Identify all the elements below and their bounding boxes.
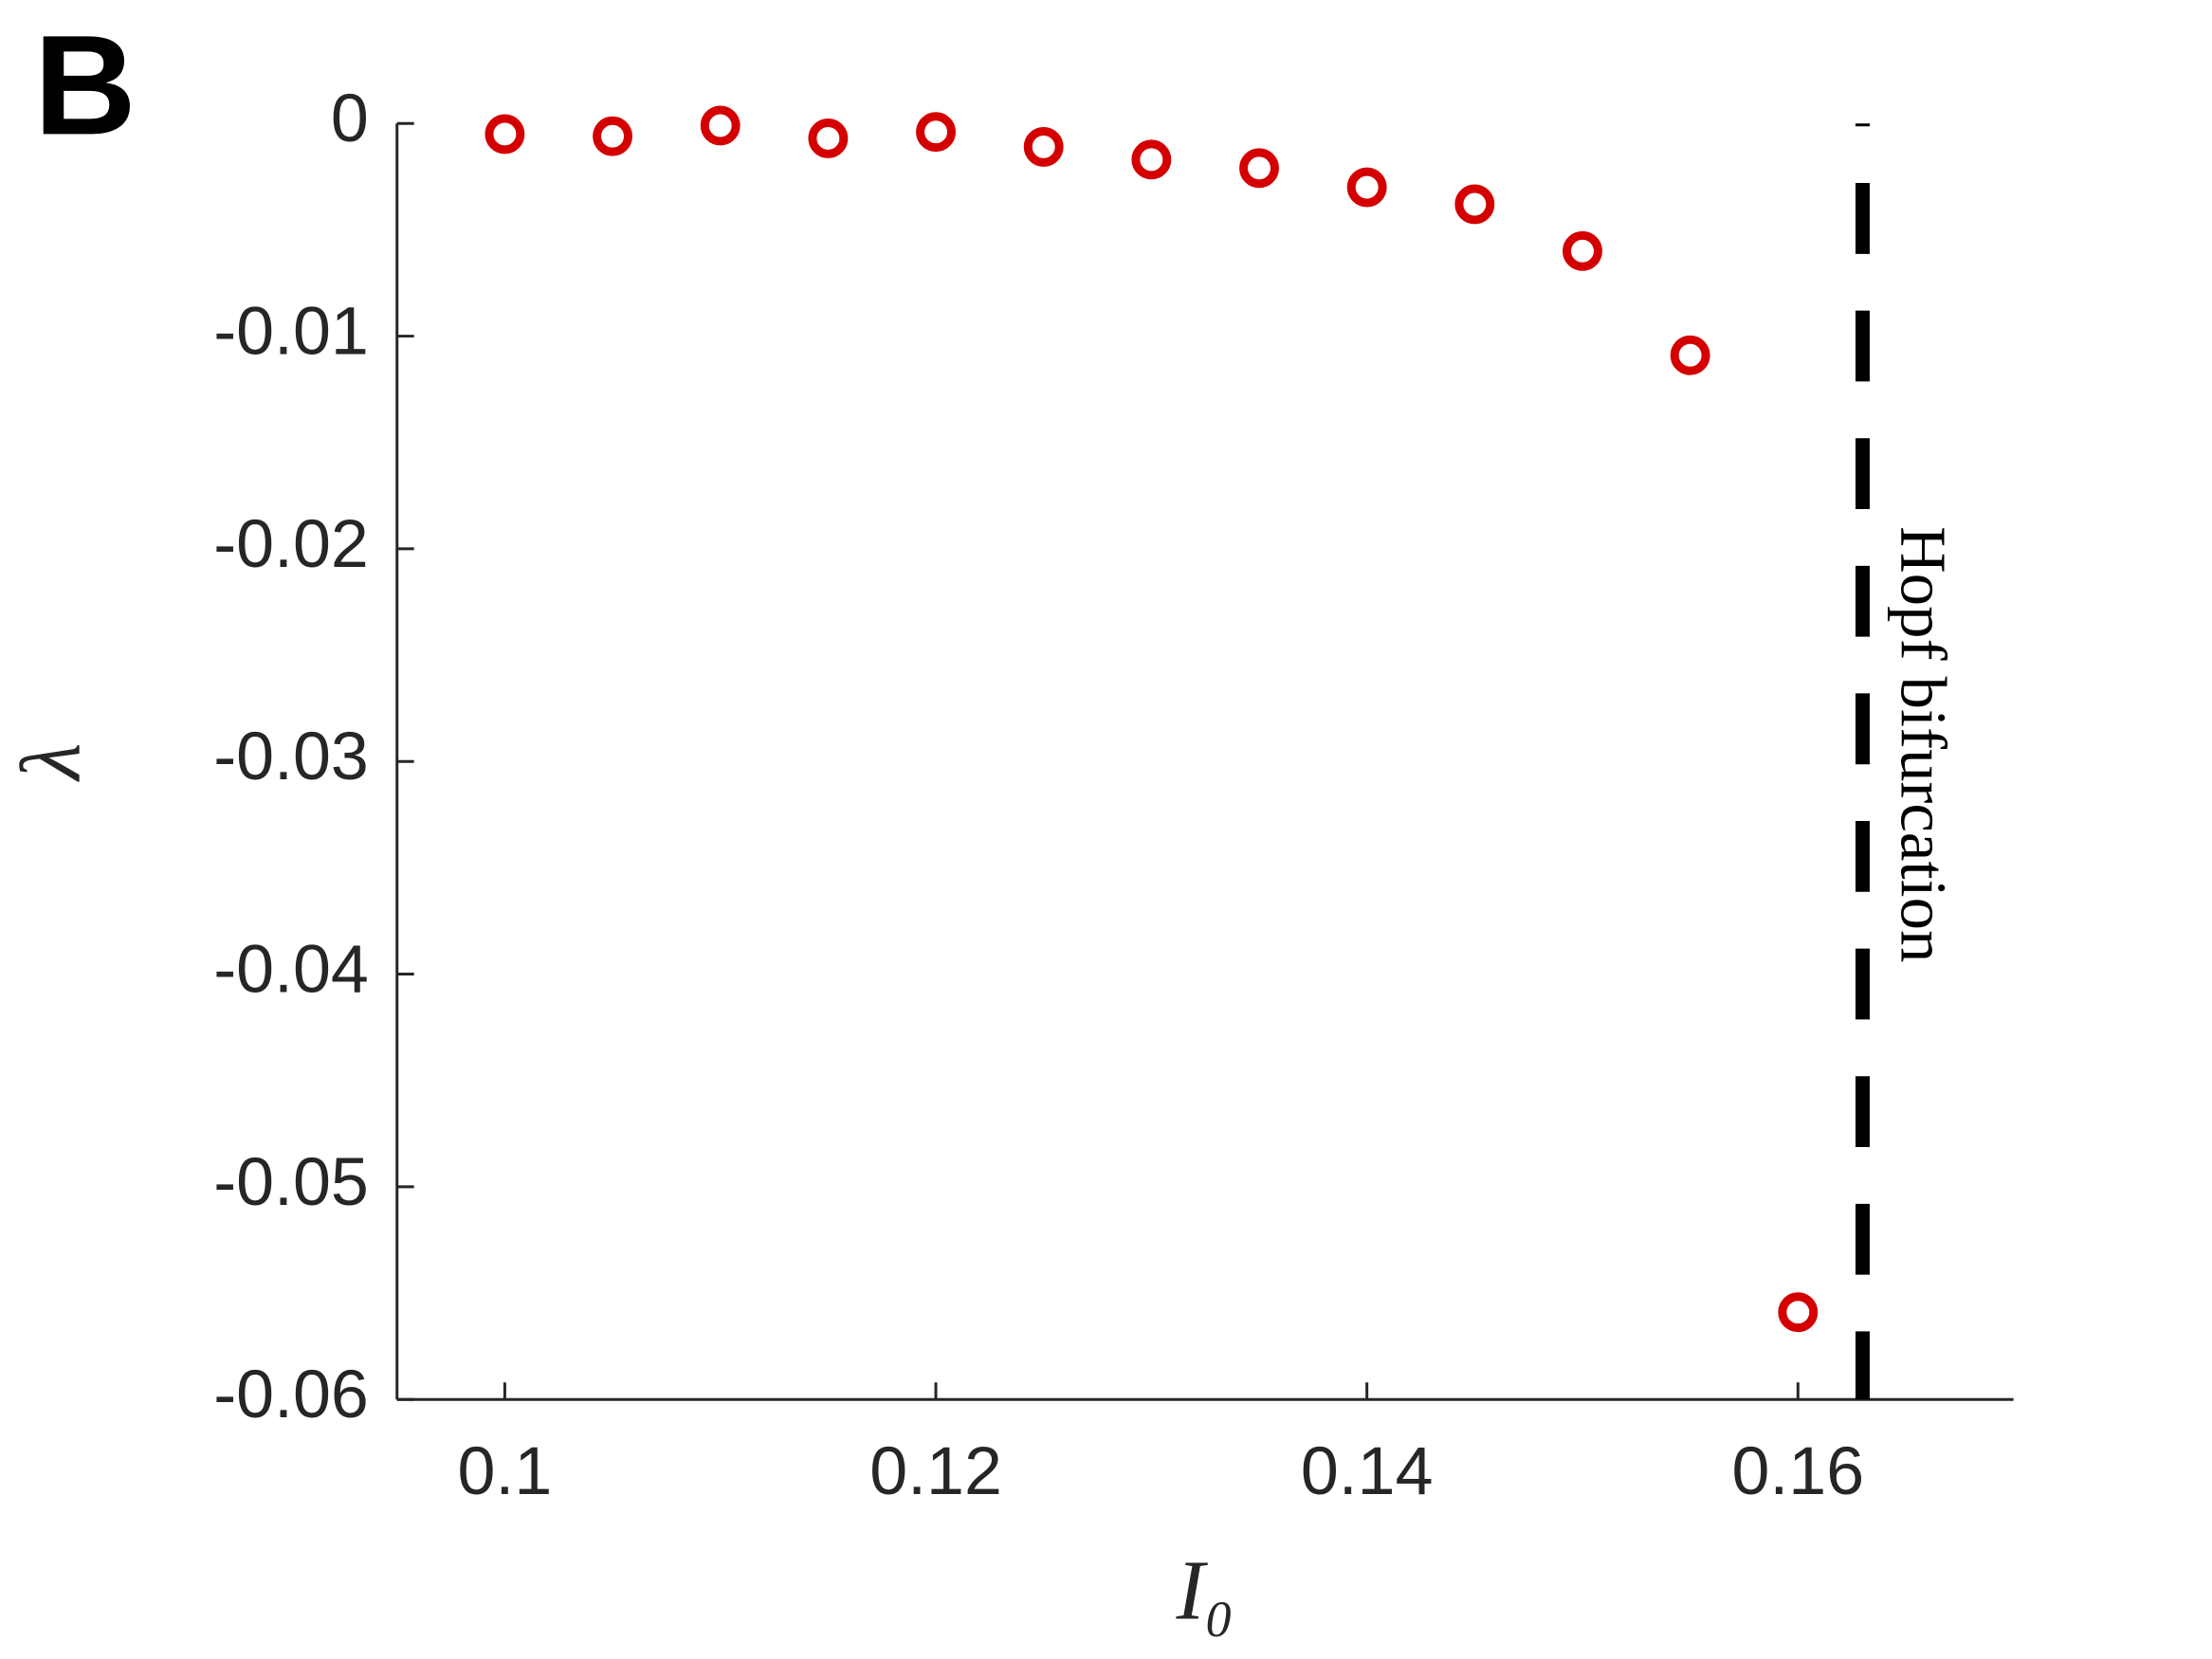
x-tick-label: 0.16 [1731,1433,1864,1509]
marker [1563,230,1602,271]
marker [916,112,956,153]
marker [1454,184,1495,225]
marker [1023,126,1064,167]
x-tick-label: 0.14 [1301,1433,1434,1509]
x-tick-label: 0.1 [458,1433,553,1509]
marker [808,118,849,158]
marker [593,116,632,156]
y-tick-label: -0.06 [213,1357,369,1432]
x-tick-label: 0.12 [869,1433,1002,1509]
y-tick-label: -0.01 [213,294,369,370]
y-tick-label: -0.03 [213,719,369,794]
marker [1346,167,1387,208]
x-axis-label: I₀ [1176,1544,1234,1638]
y-tick-label: -0.04 [213,932,369,1008]
y-tick-label: -0.02 [213,506,369,582]
marker [1239,148,1279,189]
panel-label: B [34,6,137,164]
marker [484,114,525,155]
marker [1778,1292,1819,1333]
marker [1670,335,1710,375]
hopf-label: Hopf bifurcation [1888,526,1960,962]
marker [700,105,740,146]
marker [1131,139,1172,180]
y-tick-label: -0.05 [213,1144,369,1220]
y-axis-label: λ [4,743,98,783]
y-tick-label: 0 [331,81,369,156]
